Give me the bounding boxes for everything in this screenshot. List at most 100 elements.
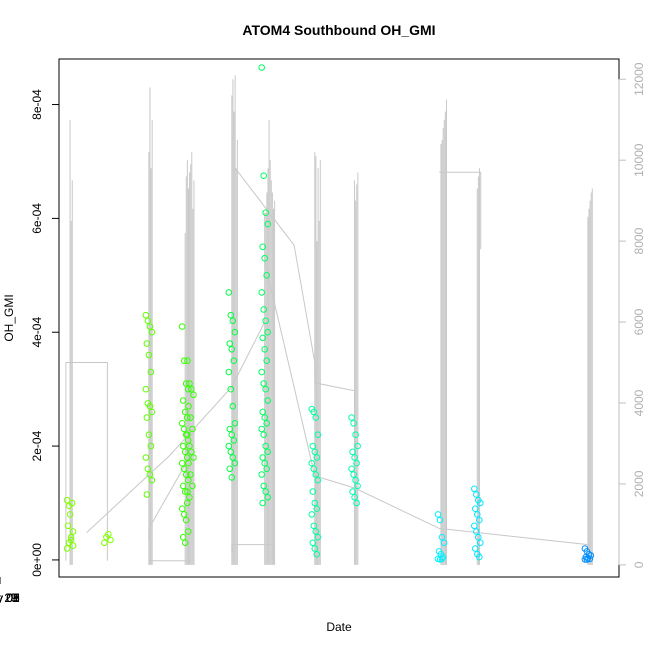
data-point bbox=[229, 317, 237, 325]
data-point bbox=[178, 459, 186, 467]
data-point bbox=[348, 465, 355, 473]
x-tick-label: Apr 29 bbox=[0, 591, 18, 605]
data-point bbox=[352, 431, 359, 439]
data-point bbox=[142, 311, 150, 319]
data-point bbox=[190, 454, 197, 461]
data-point bbox=[472, 505, 479, 513]
y2-tick-label: 0 bbox=[632, 561, 646, 568]
data-point bbox=[264, 220, 272, 228]
y-tick-label: 2e-04 bbox=[30, 430, 44, 461]
data-point bbox=[66, 511, 74, 518]
data-point bbox=[310, 522, 318, 530]
data-point bbox=[309, 488, 317, 495]
y2-tick-label: 12000 bbox=[632, 62, 646, 96]
data-point bbox=[105, 531, 112, 538]
data-point bbox=[259, 334, 267, 342]
spike-layer bbox=[69, 75, 593, 565]
track-line bbox=[65, 362, 108, 561]
data-point bbox=[229, 454, 237, 461]
data-point bbox=[231, 420, 239, 427]
data-point bbox=[184, 476, 192, 484]
data-point bbox=[63, 545, 71, 552]
data-point bbox=[230, 357, 238, 365]
data-point bbox=[312, 471, 320, 478]
track-line bbox=[264, 261, 588, 546]
data-point bbox=[262, 385, 270, 393]
data-point bbox=[180, 425, 188, 433]
data-point bbox=[146, 471, 154, 478]
x-axis-label: Date bbox=[326, 620, 352, 634]
track-layer bbox=[65, 167, 588, 562]
data-point bbox=[476, 516, 483, 524]
data-point bbox=[259, 408, 267, 416]
data-point bbox=[225, 442, 233, 450]
data-point bbox=[473, 528, 480, 535]
data-point bbox=[308, 459, 316, 467]
data-point bbox=[258, 368, 266, 376]
data-point bbox=[228, 431, 236, 439]
data-point bbox=[354, 442, 361, 450]
data-point bbox=[179, 397, 187, 404]
x-tick-label: May 05 bbox=[0, 591, 20, 605]
data-point bbox=[351, 494, 358, 501]
data-point bbox=[143, 414, 151, 421]
data-point bbox=[264, 494, 272, 501]
data-point bbox=[144, 317, 152, 325]
data-point bbox=[186, 442, 193, 450]
x-tick-label: May 01 bbox=[0, 591, 20, 605]
data-point bbox=[182, 471, 190, 478]
data-point bbox=[264, 448, 272, 456]
data-point bbox=[262, 209, 270, 216]
data-point bbox=[179, 442, 187, 450]
data-point bbox=[226, 425, 234, 433]
data-point bbox=[313, 550, 321, 558]
y-tick-label: 6e-04 bbox=[30, 203, 44, 234]
data-point bbox=[472, 545, 479, 552]
data-point bbox=[477, 539, 484, 547]
data-point bbox=[227, 448, 235, 456]
y-axis-label: OH_GMI bbox=[2, 294, 16, 341]
data-point bbox=[476, 553, 483, 561]
data-point bbox=[261, 414, 269, 421]
data-point bbox=[353, 459, 360, 467]
data-point bbox=[178, 420, 186, 427]
data-point bbox=[262, 442, 270, 450]
data-point bbox=[101, 539, 108, 547]
y-tick-label: 8e-04 bbox=[30, 89, 44, 120]
data-point bbox=[438, 533, 446, 541]
data-point bbox=[473, 491, 480, 498]
data-point bbox=[260, 482, 268, 490]
data-point bbox=[314, 431, 322, 439]
y-tick-label: 0e+00 bbox=[30, 543, 44, 577]
data-point bbox=[182, 516, 190, 524]
data-point bbox=[228, 346, 236, 353]
data-point bbox=[261, 346, 269, 353]
data-point bbox=[148, 328, 156, 336]
y2-tick-label: 10000 bbox=[632, 143, 646, 177]
data-point bbox=[313, 505, 321, 513]
data-point bbox=[148, 476, 156, 484]
data-point bbox=[258, 64, 266, 71]
data-point bbox=[313, 454, 321, 461]
data-point bbox=[583, 556, 591, 563]
data-point bbox=[260, 306, 268, 313]
data-point bbox=[190, 391, 197, 399]
data-point bbox=[142, 454, 150, 461]
data-point bbox=[264, 397, 272, 404]
y-axis: 0e+00 2e-04 4e-04 6e-04 8e-04 bbox=[30, 89, 60, 577]
data-point bbox=[180, 465, 188, 473]
y-tick-label: 4e-04 bbox=[30, 317, 44, 348]
data-point bbox=[146, 323, 154, 330]
data-point bbox=[178, 505, 186, 513]
data-point bbox=[263, 420, 271, 427]
data-point bbox=[477, 499, 484, 507]
data-point bbox=[178, 323, 186, 330]
x-tick-label: May 09 bbox=[0, 591, 20, 605]
data-point bbox=[186, 494, 193, 501]
data-point bbox=[189, 425, 196, 433]
data-point bbox=[187, 471, 194, 478]
data-point bbox=[475, 533, 482, 541]
data-point bbox=[229, 402, 237, 410]
y2-tick-label: 4000 bbox=[632, 389, 646, 416]
